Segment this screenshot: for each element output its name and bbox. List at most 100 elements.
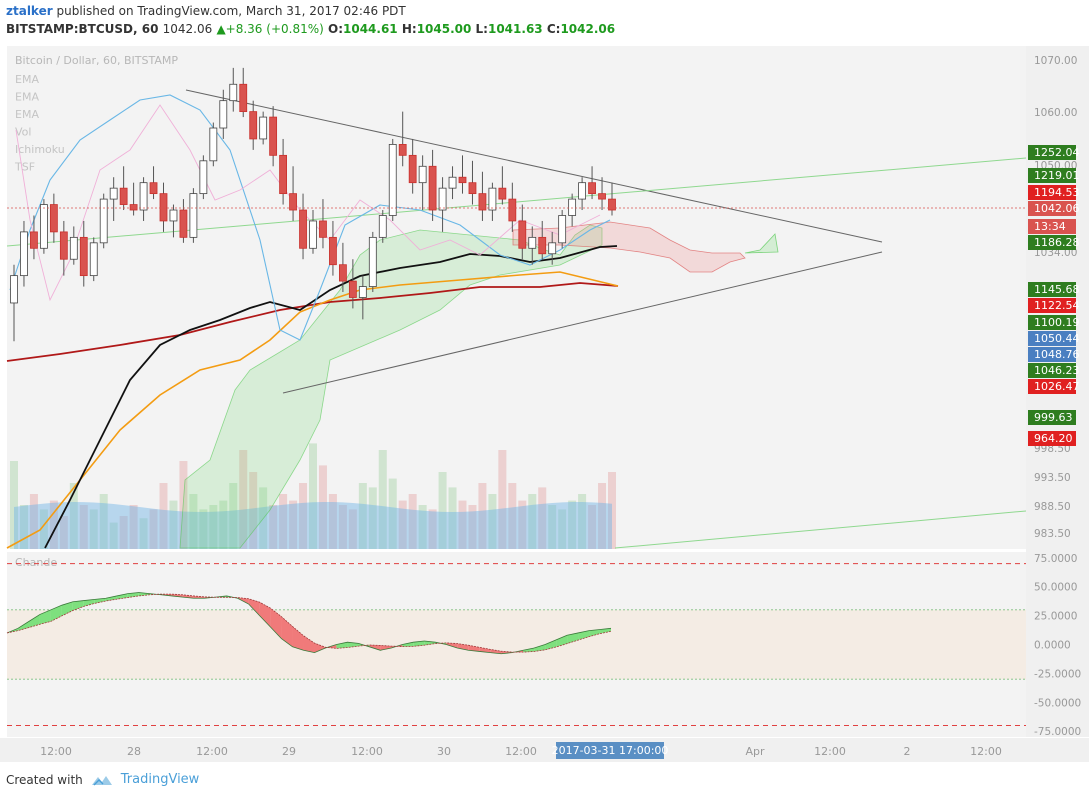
- volume-bar: [109, 522, 118, 549]
- chande-fill-segment: [523, 647, 535, 653]
- candle-body: [598, 193, 606, 200]
- volume-bar: [608, 472, 616, 549]
- candle-body: [538, 236, 547, 255]
- volume-bar: [418, 505, 427, 549]
- volume-bar: [388, 478, 397, 549]
- indicator-label: EMA: [15, 73, 39, 86]
- tsf-blue-line: [9, 94, 611, 341]
- candle-body: [209, 127, 218, 162]
- volume-bar: [309, 443, 317, 549]
- price-tag-bg: [1028, 363, 1076, 378]
- price-tag-bg: [1028, 431, 1076, 446]
- time-tick-label: 29: [282, 745, 296, 758]
- chande-fill-segment: [72, 600, 84, 611]
- volume-bar: [508, 483, 517, 549]
- volume-bar: [249, 472, 258, 549]
- price-tick-label: 1070.00: [1034, 55, 1077, 67]
- chande-tick-label: 25.0000: [1034, 611, 1077, 623]
- change-up-icon: ▲: [216, 22, 226, 36]
- volume-bar: [348, 509, 357, 549]
- chart-canvas[interactable]: 1070.001060.001050.001034.00998.50993.50…: [0, 40, 1089, 770]
- pink-line: [15, 104, 601, 302]
- candle-body: [528, 236, 537, 249]
- tradingview-brand-link[interactable]: TradingView: [120, 772, 200, 787]
- volume-bar: [428, 509, 437, 549]
- price-tag-label: 999.63: [1034, 411, 1073, 424]
- time-tick-label: Apr: [745, 745, 765, 758]
- price-tag-bg: [1028, 201, 1076, 216]
- price-tick-label: 1060.00: [1034, 107, 1077, 119]
- low-label: L:: [475, 22, 488, 36]
- price-tag-label: 964.20: [1034, 432, 1073, 445]
- volume-bar: [19, 505, 28, 549]
- volume-bar: [378, 450, 387, 549]
- volume-bar: [29, 494, 38, 549]
- candle-body: [418, 165, 427, 184]
- crosshair-time-bg: [556, 742, 664, 759]
- publish-line: ztalker published on TradingView.com, Ma…: [6, 4, 406, 18]
- chande-tick-label: -50.0000: [1034, 697, 1081, 709]
- price-tag-bg: [1028, 219, 1076, 234]
- high-label: H:: [401, 22, 417, 36]
- volume-bar: [59, 516, 68, 549]
- triangle-lower-line: [282, 251, 883, 394]
- price-tick-label: 983.50: [1034, 528, 1071, 540]
- chande-fill-segment: [259, 602, 271, 628]
- candle-body: [468, 182, 477, 195]
- chande-fill-segment: [578, 630, 590, 641]
- volume-bar: [169, 500, 178, 549]
- price-tag-label: 1186.28: [1034, 236, 1080, 249]
- candle-body: [408, 154, 417, 184]
- volume-bar: [49, 500, 58, 549]
- price-tag-label: 1145.68: [1034, 283, 1080, 296]
- time-tick-label: 12:00: [970, 745, 1002, 758]
- chande-fill-segment: [50, 605, 62, 622]
- candle-body: [169, 209, 178, 222]
- volume-bar: [518, 500, 527, 549]
- candle-body: [199, 160, 208, 195]
- candle-body: [79, 236, 88, 277]
- price-tag-bg: [1028, 331, 1076, 346]
- chande-fill-segment: [292, 626, 304, 651]
- volume-bar: [189, 494, 198, 549]
- chande-fill-segment: [28, 614, 40, 628]
- volume-bar: [289, 500, 298, 549]
- author-link[interactable]: ztalker: [6, 4, 53, 18]
- chande-fill-segment: [281, 616, 293, 647]
- time-tick-label: 28: [127, 745, 141, 758]
- candle-body: [189, 193, 198, 238]
- volume-bar: [558, 509, 567, 549]
- volume-bar: [79, 505, 88, 549]
- chande-tick-label: 0.0000: [1034, 640, 1071, 652]
- chande-fill-segment: [336, 642, 348, 649]
- chande-fill-segment: [589, 629, 601, 637]
- candle-body: [49, 204, 58, 233]
- open-label: O:: [328, 22, 343, 36]
- time-tick-label: 12:00: [505, 745, 537, 758]
- chande-tick-label: -75.0000: [1034, 726, 1081, 738]
- candle-body: [588, 182, 596, 195]
- volume-bar: [279, 494, 288, 549]
- candle-body: [20, 231, 28, 277]
- candle-body: [568, 198, 577, 216]
- candle-body: [348, 280, 357, 298]
- candle-body: [229, 83, 238, 102]
- symbol-label: BITSTAMP:BTCUSD, 60: [6, 22, 159, 36]
- time-tick-label: 30: [437, 745, 451, 758]
- time-tick-label: 12:00: [40, 745, 72, 758]
- chande-fill-segment: [270, 608, 282, 639]
- chande-fill-segment: [380, 645, 392, 651]
- volume-bar: [89, 509, 98, 549]
- indicator-label: EMA: [15, 91, 39, 104]
- indicator-label: Vol: [15, 126, 31, 139]
- low-value: 1041.63: [487, 22, 543, 36]
- volume-bar: [239, 450, 248, 549]
- high-value: 1045.00: [416, 22, 472, 36]
- ema-black-line: [44, 245, 618, 549]
- candle-body: [289, 193, 297, 211]
- candle-body: [448, 176, 457, 189]
- candle-body: [219, 100, 228, 129]
- ohlc-line: BITSTAMP:BTCUSD, 60 1042.06 ▲+8.36 (+0.8…: [6, 22, 615, 36]
- volume-bar: [318, 465, 327, 549]
- price-tag-bg: [1028, 168, 1076, 183]
